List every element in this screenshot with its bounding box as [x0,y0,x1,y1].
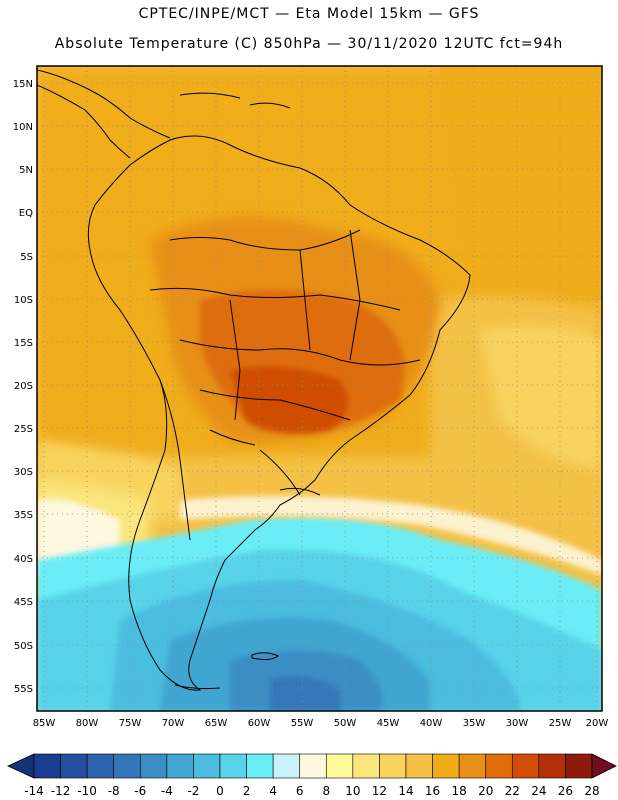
latitude-labels: 15N 10N 5N EQ 5S 10S 15S 20S 25S 30S 35S… [13,79,33,695]
lon-label: 55W [291,718,314,729]
colorbar-swatch [458,753,487,779]
colorbar-swatch [113,753,141,779]
colorbar-label: -10 [77,784,97,798]
colorbar-label: 22 [505,784,520,798]
colorbar-label: 8 [322,784,330,798]
lon-label: 75W [119,718,142,729]
lon-label: 20W [586,718,609,729]
colorbar-label: 20 [478,784,493,798]
map-frame [36,65,603,712]
colorbar-label: -8 [108,784,120,798]
colorbar-label: -14 [24,784,44,798]
lat-lon-grid [37,66,602,711]
lon-label: 60W [248,718,271,729]
lat-label: 15S [14,338,33,349]
map-title-line-1: CPTEC/INPE/MCT — Eta Model 15km — GFS [138,6,480,22]
colorbar-label: -2 [187,784,199,798]
lat-label: 25S [14,424,33,435]
colorbar-swatch [405,753,433,779]
colorbar-label: -4 [161,784,173,798]
colorbar-label: 10 [345,784,360,798]
colorbar-label: 14 [398,784,413,798]
lat-label: 55S [14,684,33,695]
colorbar-label: 28 [584,784,599,798]
lat-label: 50S [14,641,33,652]
longitude-labels: 85W 80W 75W 70W 65W 60W 55W 50W 45W 40W … [33,718,609,729]
colorbar-label: 16 [425,784,440,798]
colorbar-swatch [246,753,274,779]
lon-label: 50W [334,718,357,729]
colorbar-swatch [299,753,327,779]
colorbar-swatch [485,753,513,779]
colorbar-swatch [538,753,566,779]
lon-label: 80W [76,718,99,729]
colorbar-swatch [432,753,460,779]
map-title-line-2: Absolute Temperature (C) 850hPa — 30/11/… [54,36,564,52]
colorbar-left-arrow [7,753,35,779]
colorbar: -14 -12 -10 -8 -6 -4 -2 0 2 4 6 8 10 12 14 16 18 20 22 24 26… [7,753,617,798]
lon-label: 65W [205,718,228,729]
lat-label: 40S [14,554,33,565]
colorbar-swatch [219,753,247,779]
colorbar-swatch [166,753,194,779]
colorbar-swatch [193,753,221,779]
colorbar-label: 18 [452,784,467,798]
lon-label: 25W [549,718,572,729]
colorbar-swatch [139,753,168,779]
lat-label: 35S [14,510,33,521]
lon-label: 40W [420,718,443,729]
colorbar-label: -12 [51,784,71,798]
colorbar-label: -6 [134,784,146,798]
colorbar-swatch [352,753,380,779]
lat-label: 20S [14,381,33,392]
colorbar-label: 0 [216,784,224,798]
colorbar-right-arrow [591,753,617,779]
lat-label: 5N [19,165,33,176]
lat-label: 15N [13,79,33,90]
colorbar-label: 6 [296,784,304,798]
lon-label: 45W [377,718,400,729]
colorbar-swatch [511,753,540,779]
lat-label: 45S [14,597,33,608]
lat-label: 5S [20,252,33,263]
lat-label: 30S [14,467,33,478]
lat-label: 10S [14,295,33,306]
colorbar-label: 12 [372,784,387,798]
colorbar-label: 24 [531,784,546,798]
lon-label: 85W [33,718,56,729]
lat-label: 10N [13,122,33,133]
colorbar-swatch [325,753,354,779]
lat-label: EQ [19,208,33,219]
colorbar-label: 2 [243,784,251,798]
lon-label: 35W [463,718,486,729]
colorbar-swatch [565,753,593,779]
colorbar-swatch [379,753,407,779]
colorbar-swatch [86,753,115,779]
colorbar-label: 26 [558,784,573,798]
lon-label: 70W [162,718,185,729]
coastlines [37,69,471,691]
colorbar-swatch [33,753,61,779]
colorbar-swatch [60,753,88,779]
colorbar-swatch [272,753,301,779]
lon-label: 30W [506,718,529,729]
colorbar-label: 4 [269,784,277,798]
temperature-field [37,66,602,711]
